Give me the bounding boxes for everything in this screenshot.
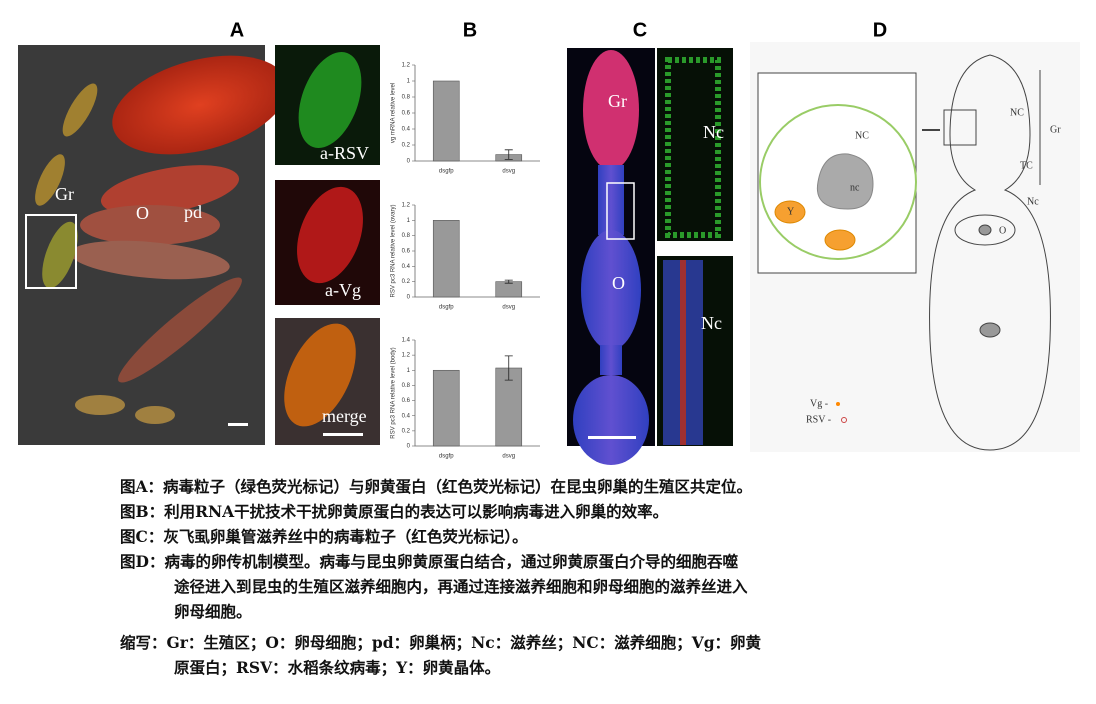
legend-label: RSV - <box>806 414 831 425</box>
x-tick-label: dsgfp <box>439 169 454 175</box>
caption-line: 图C：灰飞虱卵巢管滋养丝中的病毒粒子（红色荧光标记）。 <box>120 527 528 546</box>
y-tick-label: 0 <box>407 159 411 165</box>
y-axis-label: vg mRNA relative level <box>391 83 397 143</box>
image-label: Gr <box>55 184 74 204</box>
y-axis-label: RSV pc3 RNA relative level (body) <box>391 347 397 438</box>
caption-line: 卵母细胞。 <box>174 602 252 621</box>
caption-line: 图A：病毒粒子（绿色荧光标记）与卵黄蛋白（红色荧光标记）在昆虫卵巢的生殖区共定位… <box>120 477 752 496</box>
bar <box>432 369 460 447</box>
panel-letter: B <box>463 19 477 41</box>
diagram-label: TC <box>1020 160 1033 171</box>
y-tick-label: 0.8 <box>402 383 411 389</box>
panel-b: 0 0.2 0.4 0.6 0.8 1 1.2 vg mRNA relative level d… <box>391 63 540 460</box>
caption-line: 图D：病毒的卵传机制模型。病毒与昆虫卵黄原蛋白结合，通过卵黄原蛋白介导的细胞吞噬 <box>120 552 738 571</box>
image-label: O <box>612 273 625 293</box>
y-tick-label: 0.6 <box>402 398 411 404</box>
image-label: Nc <box>701 313 722 333</box>
x-tick-label: dsgfp <box>439 305 454 311</box>
y-tick-label: 0.8 <box>402 233 411 239</box>
diagram-label: Nc <box>1027 196 1039 207</box>
y-tick-label: 0.6 <box>402 111 411 117</box>
bar <box>432 220 460 298</box>
y-tick-label: 0.2 <box>402 428 411 434</box>
caption: 图A：病毒粒子（绿色荧光标记）与卵黄蛋白（红色荧光标记）在昆虫卵巢的生殖区共定位… <box>120 477 762 677</box>
image-label: O <box>136 203 149 223</box>
legend-label: Vg - <box>810 398 828 409</box>
y-tick-label: 0.4 <box>402 127 411 133</box>
caption-line: 原蛋白；RSV：水稻条纹病毒；Y：卵黄晶体。 <box>174 658 500 677</box>
bar-chart: 0 0.2 0.4 0.6 0.8 1 1.2 vg mRNA relative level d… <box>391 63 540 175</box>
insets-a: a-RSV a-Vg merge <box>275 45 380 445</box>
caption-line: 图B：利用RNA干扰技术干扰卵黄原蛋白的表达可以影响病毒进入卵巢的效率。 <box>120 502 668 521</box>
x-tick-label: dsvg <box>502 454 515 460</box>
inset-label: a-Vg <box>325 280 361 300</box>
y-axis-label: RSV pc3 RNA relative level (ovary) <box>391 204 397 297</box>
caption-line: 途径进入到昆虫的生殖区滋养细胞内，再通过连接滋养细胞和卵母细胞的滋养丝进入 <box>174 577 748 596</box>
y-tick-label: 0 <box>407 295 411 301</box>
bar-chart: 0 0.2 0.4 0.6 0.8 1 1.2 1.4 RSV pc3 RNA relative… <box>391 338 540 460</box>
y-tick-label: 0.2 <box>402 143 411 149</box>
diagram-label: O <box>999 225 1006 236</box>
diagram-label: nc <box>850 182 860 193</box>
y-tick-label: 0.8 <box>402 95 411 101</box>
error-bar <box>504 279 513 284</box>
diagram-label: NC <box>1010 107 1024 118</box>
y-tick-label: 1 <box>407 79 411 85</box>
y-tick-label: 1.2 <box>402 203 411 209</box>
micrograph-a: Gr O pd <box>18 45 288 445</box>
micrograph-c: Gr O Nc Nc <box>567 48 733 465</box>
y-tick-label: 0.4 <box>402 264 411 270</box>
panel-letter: D <box>873 19 887 41</box>
y-tick-label: 1 <box>407 218 411 224</box>
diagram-label: Y <box>787 206 794 217</box>
x-tick-label: dsgfp <box>439 454 454 460</box>
image-label: Nc <box>703 122 724 142</box>
y-tick-label: 0 <box>407 444 411 450</box>
bar <box>432 80 460 162</box>
bar <box>495 281 523 298</box>
y-tick-label: 0.6 <box>402 249 411 255</box>
y-tick-label: 1.2 <box>402 353 411 359</box>
y-tick-label: 0.2 <box>402 279 411 285</box>
diagram-label: Gr <box>1050 124 1061 135</box>
bar <box>495 367 523 447</box>
y-tick-label: 1 <box>407 368 411 374</box>
x-tick-label: dsvg <box>502 305 515 311</box>
image-label: Gr <box>608 91 627 111</box>
panel-letter: A <box>230 19 244 41</box>
diagram-d: NC nc Y NC Gr TC Nc O Vg - RSV - <box>750 42 1080 452</box>
panel-letter: C <box>633 19 647 41</box>
inset-label: merge <box>322 406 367 426</box>
y-tick-label: 1.4 <box>402 338 411 344</box>
error-bar <box>504 149 513 160</box>
x-tick-label: dsvg <box>502 169 515 175</box>
bar-chart: 0 0.2 0.4 0.6 0.8 1 1.2 RSV pc3 RNA relative le… <box>391 203 540 311</box>
diagram-label: NC <box>855 130 869 141</box>
error-bar <box>504 355 513 381</box>
image-label: pd <box>184 202 202 222</box>
inset-label: a-RSV <box>320 143 369 163</box>
y-tick-label: 0.4 <box>402 413 411 419</box>
caption-line: 缩写：Gr：生殖区；O：卵母细胞；pd：卵巢柄；Nc：滋养丝；NC：滋养细胞；V… <box>120 633 762 652</box>
y-tick-label: 1.2 <box>402 63 411 69</box>
